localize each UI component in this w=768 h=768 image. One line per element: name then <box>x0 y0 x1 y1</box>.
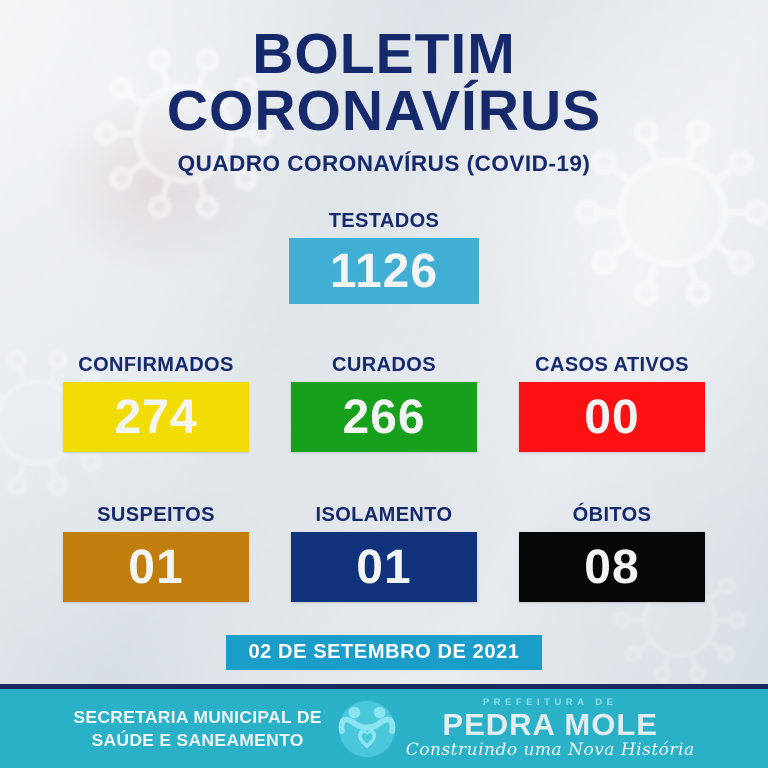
stat-label-obitos: ÓBITOS <box>572 504 652 526</box>
logo-name: PEDRA MOLE <box>442 707 658 743</box>
stat-box-isolamento: 01 <box>291 532 477 602</box>
date-banner: 02 DE SETEMBRO DE 2021 <box>226 635 542 670</box>
stat-card-testados: TESTADOS 1126 <box>289 210 479 304</box>
stat-box-curados: 266 <box>291 382 477 452</box>
stat-value-casos-ativos: 00 <box>584 390 640 444</box>
stat-label-isolamento: ISOLAMENTO <box>315 504 453 526</box>
stat-card-obitos: ÓBITOS 08 <box>519 504 705 602</box>
stat-value-curados: 266 <box>342 390 426 444</box>
stat-box-obitos: 08 <box>519 532 705 602</box>
stat-card-curados: CURADOS 266 <box>291 354 477 452</box>
prefeitura-logo: PREFEITURA DE PEDRA MOLE Construindo uma… <box>336 698 695 760</box>
stat-box-casos-ativos: 00 <box>519 382 705 452</box>
title-line-2: CORONAVÍRUS <box>166 79 602 143</box>
footer-bar: SECRETARIA MUNICIPAL DE SAÚDE E SANEAMEN… <box>0 684 768 768</box>
stat-box-suspeitos: 01 <box>63 532 249 602</box>
page-subtitle: QUADRO CORONAVÍRUS (COVID-19) <box>177 151 591 176</box>
pedra-mole-heart-people-icon <box>338 700 396 757</box>
department-line-2: SAÚDE E SANEAMENTO <box>91 729 304 750</box>
stat-label-testados: TESTADOS <box>328 210 440 232</box>
stat-label-suspeitos: SUSPEITOS <box>97 504 215 526</box>
stat-card-suspeitos: SUSPEITOS 01 <box>63 504 249 602</box>
stat-card-confirmados: CONFIRMADOS 274 <box>63 354 249 452</box>
stat-value-testados: 1126 <box>329 244 439 298</box>
stats-grid: CONFIRMADOS 274 CURADOS 266 CASOS ATIVOS… <box>63 354 705 602</box>
stat-label-confirmados: CONFIRMADOS <box>78 354 234 376</box>
stat-value-suspeitos: 01 <box>128 540 184 594</box>
stat-value-isolamento: 01 <box>356 540 412 594</box>
stat-box-testados: 1126 <box>289 238 479 304</box>
stat-card-casos-ativos: CASOS ATIVOS 00 <box>519 354 705 452</box>
stat-value-confirmados: 274 <box>114 390 198 444</box>
stat-label-curados: CURADOS <box>332 354 436 376</box>
stat-value-obitos: 08 <box>584 540 640 594</box>
stat-label-casos-ativos: CASOS ATIVOS <box>535 354 689 376</box>
department-line-1: SECRETARIA MUNICIPAL DE <box>73 706 322 727</box>
stat-card-isolamento: ISOLAMENTO 01 <box>291 504 477 602</box>
department-name: SECRETARIA MUNICIPAL DE SAÚDE E SANEAMEN… <box>73 706 321 752</box>
title-line-1: BOLETIM <box>252 22 516 86</box>
stat-box-confirmados: 274 <box>63 382 249 452</box>
logo-text-block: PREFEITURA DE PEDRA MOLE Construindo uma… <box>406 698 695 760</box>
logo-tagline: Construindo uma Nova História <box>405 740 695 761</box>
page-title: BOLETIM CORONAVÍRUS <box>167 26 601 140</box>
logo-superscript: PREFEITURA DE <box>482 696 618 708</box>
